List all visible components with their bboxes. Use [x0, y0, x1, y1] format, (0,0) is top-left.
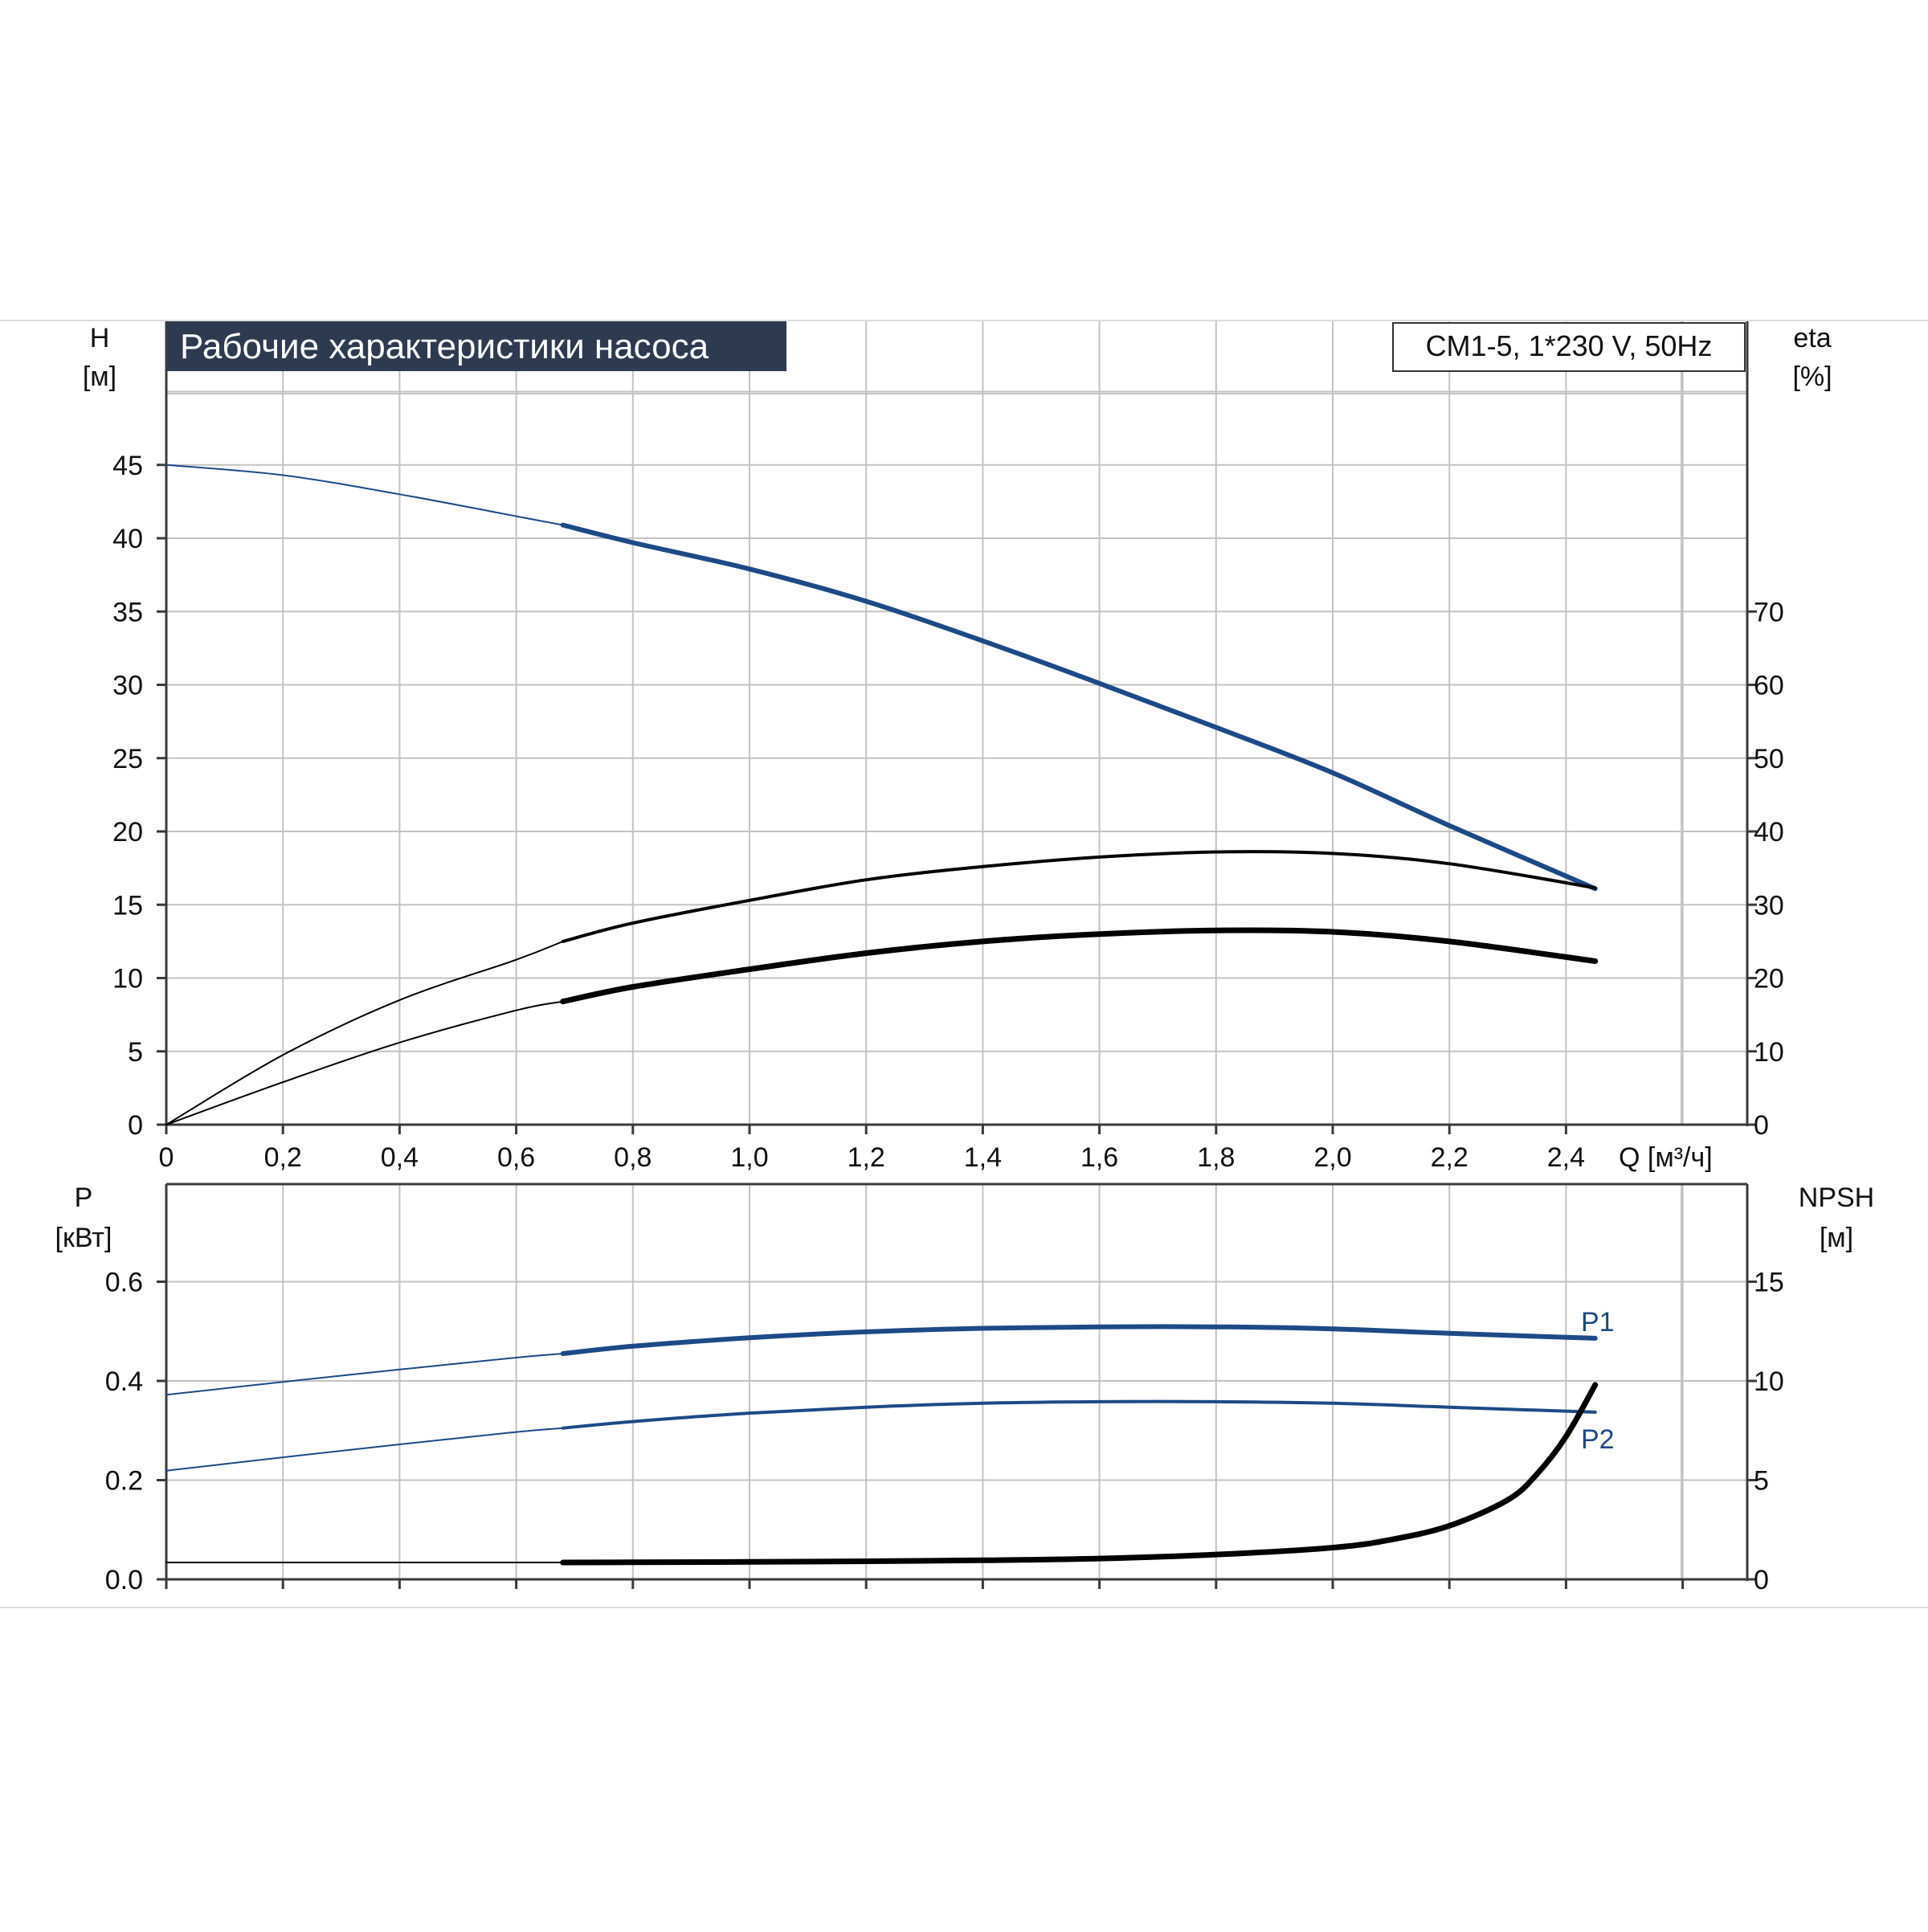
- top-ytick-right-label: 20: [1754, 964, 1784, 995]
- x-tick-label: 1,4: [964, 1142, 1002, 1173]
- x-tick-label: 1,6: [1080, 1142, 1118, 1173]
- bot-ytick-left-label: 0.6: [105, 1268, 143, 1298]
- x-tick-label: 0: [159, 1142, 174, 1173]
- npsh-curve: [560, 1382, 1599, 1566]
- x-tick-label: 2,2: [1431, 1142, 1468, 1173]
- bottom-separator: [0, 1607, 1928, 1608]
- top-ytick-left-label: 35: [112, 597, 143, 627]
- p-axis-label: P: [75, 1182, 93, 1213]
- top-ytick-left-label: 25: [112, 744, 143, 774]
- p1-curve: [560, 1324, 1598, 1356]
- top-ytick-right-label: 70: [1754, 597, 1784, 627]
- top-ytick-left-label: 45: [112, 451, 143, 481]
- top-ytick-left-label: 5: [128, 1037, 143, 1068]
- eta-hydraulic-curve-thin: [165, 1000, 564, 1125]
- eta-overall-curve: [561, 850, 1597, 943]
- p-axis-unit: [кВт]: [55, 1223, 112, 1253]
- bot-ytick-right-label: 5: [1754, 1466, 1769, 1497]
- bot-ytick-right-label: 15: [1754, 1268, 1784, 1298]
- x-tick-label: 2,4: [1547, 1142, 1585, 1173]
- x-tick-label: 0,2: [264, 1142, 302, 1173]
- bot-ytick-right-label: 0: [1754, 1565, 1769, 1595]
- top-ytick-right-label: 50: [1754, 744, 1784, 774]
- top-ytick-left-label: 40: [112, 524, 143, 554]
- x-tick-label: 1,8: [1197, 1142, 1235, 1173]
- top-ytick-right-label: 0: [1754, 1110, 1769, 1141]
- p2-curve-thin: [165, 1427, 564, 1472]
- x-tick-label: 0,8: [614, 1142, 652, 1173]
- eta-overall-curve-thin: [165, 940, 564, 1125]
- top-ytick-left-label: 20: [112, 817, 143, 848]
- eta-hydraulic-curve: [560, 927, 1599, 1005]
- p2-label: P2: [1581, 1424, 1615, 1455]
- x-tick-label: 1,2: [848, 1142, 885, 1173]
- bot-ytick-left-label: 0.0: [105, 1565, 143, 1595]
- x-tick-label: 0,6: [497, 1142, 535, 1173]
- top-ytick-left-label: 0: [128, 1110, 143, 1141]
- npsh-axis-unit: [м]: [1820, 1223, 1853, 1253]
- top-separator: [0, 320, 1928, 321]
- x-tick-label: 1,0: [730, 1142, 768, 1173]
- y-right-axis-label: eta: [1793, 323, 1831, 353]
- bot-ytick-right-label: 10: [1754, 1366, 1784, 1397]
- npsh-axis-label: NPSH: [1799, 1182, 1874, 1213]
- y-left-axis-unit: [м]: [83, 361, 116, 392]
- x-tick-label: 2,0: [1313, 1142, 1351, 1173]
- top-ytick-left-label: 10: [112, 964, 143, 995]
- x-tick-label: 0,4: [381, 1142, 419, 1173]
- p1-label: P1: [1581, 1307, 1615, 1338]
- top-ytick-right-label: 10: [1754, 1037, 1784, 1068]
- top-ytick-left-label: 15: [112, 890, 143, 921]
- bot-ytick-left-label: 0.4: [105, 1366, 143, 1397]
- chart-title: Рабочие характеристики насоса: [180, 327, 709, 366]
- top-ytick-left-label: 30: [112, 671, 143, 701]
- model-box: [1392, 322, 1746, 372]
- top-ytick-right-label: 60: [1754, 671, 1784, 701]
- x-axis-label: Q [м³/ч]: [1619, 1142, 1713, 1173]
- head-curve-thin: [165, 464, 564, 526]
- top-ytick-right-label: 40: [1754, 817, 1784, 848]
- top-ytick-right-label: 30: [1754, 890, 1784, 921]
- p2-curve: [561, 1399, 1597, 1430]
- bot-ytick-left-label: 0.2: [105, 1466, 143, 1497]
- y-right-axis-unit: [%]: [1792, 361, 1832, 392]
- model-label: CM1-5, 1*230 V, 50Hz: [1426, 329, 1713, 362]
- p1-curve-thin: [165, 1353, 564, 1396]
- title-box: [166, 321, 786, 371]
- y-left-axis-label: H: [90, 323, 110, 353]
- head-curve: [560, 522, 1598, 892]
